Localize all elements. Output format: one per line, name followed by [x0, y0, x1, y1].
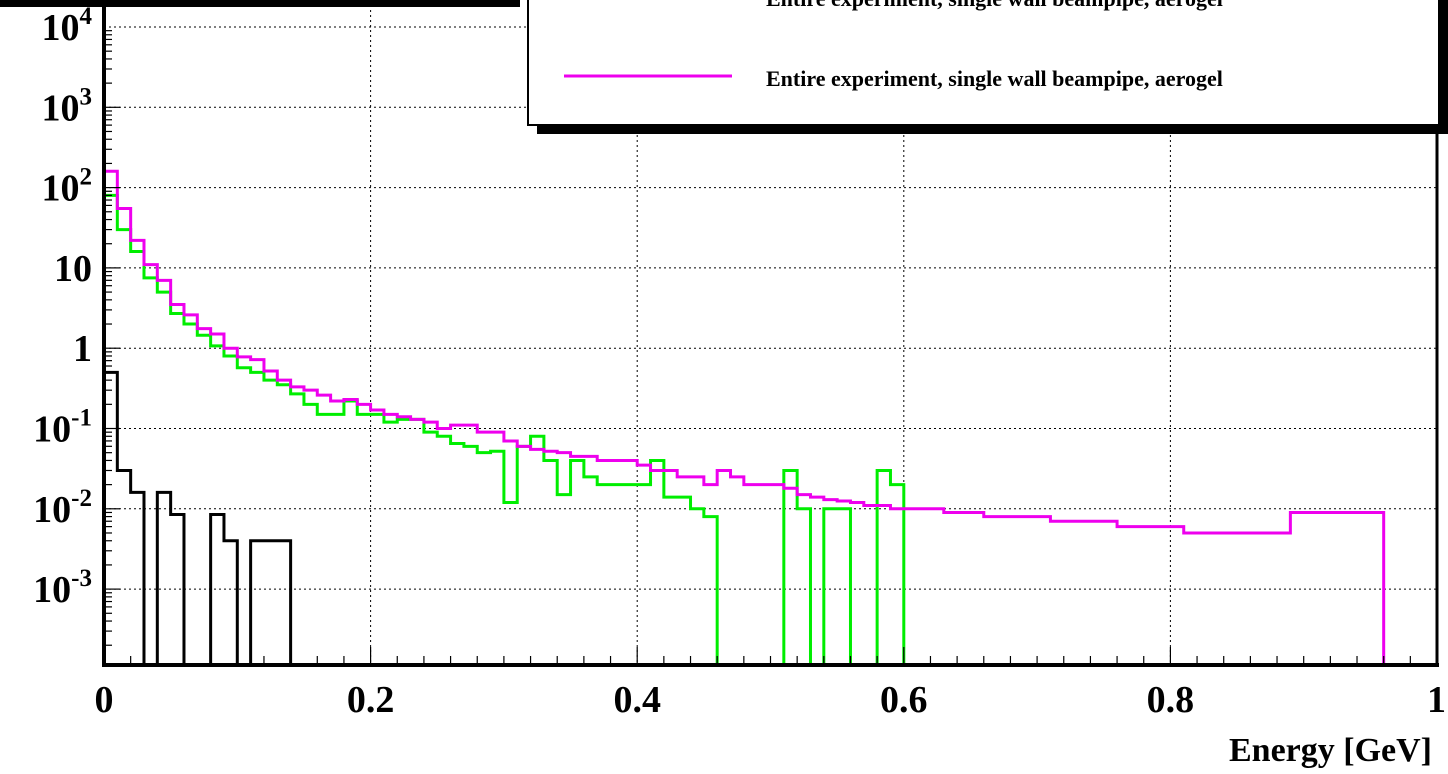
y-tick-label: 102: [42, 164, 93, 210]
y-tick-label: 1: [73, 328, 92, 370]
legend-label-partial: Entire experiment, single wall beampipe,…: [766, 0, 1223, 11]
y-tick-label: 104: [42, 3, 93, 49]
y-tick-label: 10-3: [33, 565, 92, 611]
y-tick-label: 10-2: [33, 485, 92, 531]
x-tick-label: 0.2: [347, 679, 395, 721]
legend: Entire experiment, single wall beampipe,…: [527, 0, 1448, 134]
legend-label-magenta: Entire experiment, single wall beampipe,…: [766, 66, 1223, 91]
y-tick-label: 10: [54, 248, 92, 290]
histogram-series: [104, 169, 1437, 667]
x-tick-label: 0.4: [613, 679, 661, 721]
histogram-series-3: [104, 169, 1437, 667]
histogram-series-2: [104, 193, 1437, 667]
x-tick-label: 0: [95, 679, 114, 721]
x-tick-label: 0.8: [1147, 679, 1195, 721]
x-tick-label: 0.6: [880, 679, 928, 721]
top-frame-bar: [0, 0, 520, 7]
y-tick-label: 10-1: [33, 405, 92, 451]
x-axis-label: Energy [GeV]: [1229, 732, 1432, 769]
histogram-series-1: [104, 370, 1437, 667]
x-tick-label: 1: [1427, 679, 1446, 721]
axes: [0, 0, 1439, 667]
y-tick-label: 103: [42, 83, 93, 129]
legend-box: [527, 0, 1440, 126]
